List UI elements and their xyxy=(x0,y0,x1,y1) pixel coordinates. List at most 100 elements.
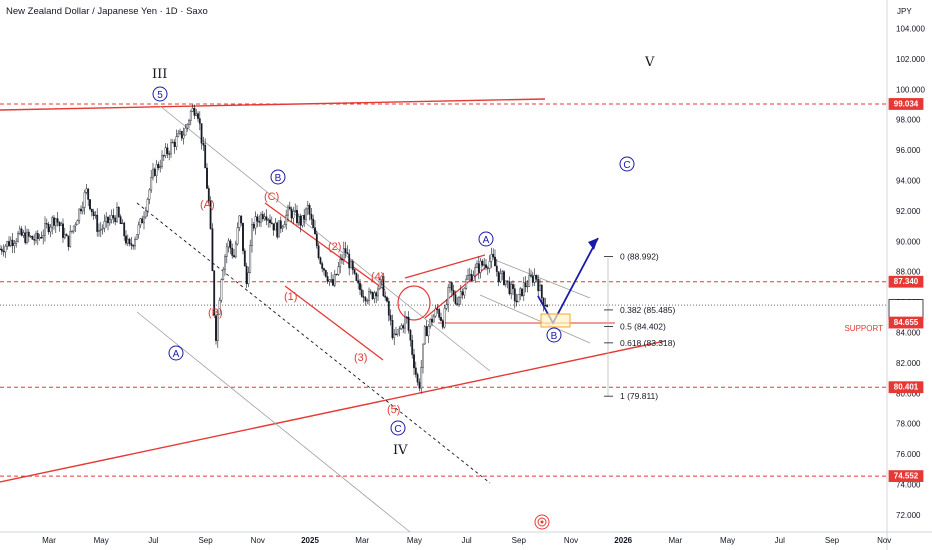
candle-body xyxy=(47,224,50,233)
candle-body xyxy=(348,253,351,269)
candle-body xyxy=(38,236,41,239)
candle-body xyxy=(486,267,489,269)
candle-body xyxy=(398,328,401,330)
y-tick-label: 84.000 xyxy=(896,329,921,338)
candle-body xyxy=(512,284,514,289)
candle-body xyxy=(504,280,507,285)
candle-body xyxy=(371,292,374,299)
candle-body xyxy=(256,216,259,222)
candle-body xyxy=(31,235,34,240)
candle-body xyxy=(146,199,149,212)
candle-body xyxy=(531,275,534,283)
candle-body xyxy=(87,188,90,200)
candle-body xyxy=(233,255,235,258)
candle-body xyxy=(200,123,203,144)
candle-body xyxy=(519,288,522,295)
candle-body xyxy=(150,177,153,191)
wave-label-C-blue-1: C xyxy=(390,420,406,436)
candle-body xyxy=(258,220,261,223)
candle-body xyxy=(303,214,306,220)
candle-body xyxy=(530,275,532,277)
candle-body xyxy=(321,263,324,269)
candle-body xyxy=(56,218,59,223)
candle-body xyxy=(220,279,223,301)
candle-body xyxy=(49,226,52,233)
candle-body xyxy=(481,260,484,266)
wave-label-III: III xyxy=(152,67,167,82)
candle-body xyxy=(170,142,172,155)
price-badge-label: 99.034 xyxy=(894,99,919,108)
fib-label: 0.5 (84.402) xyxy=(620,321,666,331)
candle-body xyxy=(510,284,513,295)
candle-body xyxy=(229,240,232,249)
target-zone-box xyxy=(540,313,571,328)
candle-body xyxy=(508,281,511,295)
candle-body xyxy=(249,245,252,273)
candle-body xyxy=(494,256,496,267)
candle-body xyxy=(369,291,372,293)
candle-body xyxy=(209,200,212,229)
candle-body xyxy=(143,216,145,224)
candle-body xyxy=(513,288,516,302)
candle-body xyxy=(296,210,298,224)
candle-body xyxy=(72,225,75,232)
candle-body xyxy=(8,241,10,247)
candle-body xyxy=(344,248,347,253)
price-badge-label: 84.655 xyxy=(894,318,919,327)
x-tick-label: Jul xyxy=(461,536,471,545)
candle-body xyxy=(85,188,88,193)
candle-body xyxy=(413,354,415,369)
candle-body xyxy=(189,111,192,121)
candle-body xyxy=(467,275,469,280)
candle-body xyxy=(81,207,84,212)
candle-body xyxy=(492,253,495,258)
candle-body xyxy=(53,217,55,226)
x-tick-label: Jul xyxy=(148,536,158,545)
candle-body xyxy=(414,367,417,375)
candle-body xyxy=(380,275,383,280)
candle-body xyxy=(195,113,198,116)
event-target-icon[interactable] xyxy=(534,514,550,530)
candle-body xyxy=(9,239,12,247)
svg-text:C: C xyxy=(394,424,401,435)
candle-body xyxy=(121,222,124,225)
candle-body xyxy=(261,214,264,220)
y-tick-label: 104.000 xyxy=(896,25,925,34)
price-badge xyxy=(888,275,924,288)
x-tick-label: Mar xyxy=(355,536,369,545)
candle-body xyxy=(130,243,133,246)
candle-body xyxy=(440,317,442,321)
candle-body xyxy=(279,220,282,229)
candle-body xyxy=(528,275,531,287)
candle-body xyxy=(126,238,129,244)
candle-body xyxy=(375,292,378,297)
candle-body xyxy=(278,220,280,238)
wave-label-V: V xyxy=(644,55,655,70)
candle-body xyxy=(317,245,320,258)
candle-body xyxy=(436,308,439,310)
price-badge-label: 74.552 xyxy=(894,472,919,481)
candle-body xyxy=(54,218,57,226)
candle-body xyxy=(13,243,16,246)
x-tick-label: Nov xyxy=(251,536,265,545)
candle-body xyxy=(387,300,390,316)
candle-body xyxy=(393,333,396,338)
candle-body xyxy=(324,270,327,277)
candle-body xyxy=(119,216,122,225)
upper-trendline xyxy=(0,98,546,111)
y-tick-label: 92.000 xyxy=(896,207,921,216)
candle-body xyxy=(386,297,388,302)
candle-body xyxy=(69,231,72,247)
candle-body xyxy=(405,316,408,319)
candle-body xyxy=(350,261,352,269)
candle-body xyxy=(134,239,136,247)
candle-body xyxy=(141,218,144,224)
candle-body xyxy=(301,214,304,226)
candle-body xyxy=(351,261,354,270)
candle-body xyxy=(337,266,340,275)
candle-body xyxy=(27,231,30,237)
channel-line-lower xyxy=(136,311,411,533)
candle-body xyxy=(438,309,441,318)
